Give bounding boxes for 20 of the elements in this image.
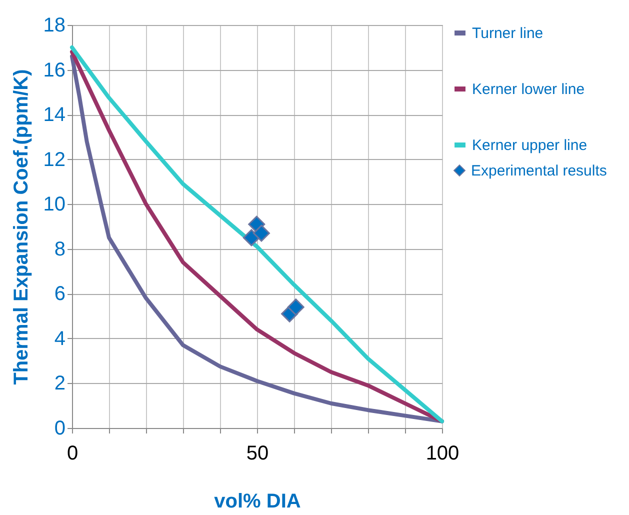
y-tick-label: 6: [54, 283, 66, 306]
legend-label: Kerner lower line: [472, 81, 585, 98]
y-axis-title: Thermal Expansion Coef.(ppm/K): [10, 69, 32, 385]
y-tick-label: 14: [43, 104, 66, 126]
x-tick-label: 100: [426, 442, 460, 464]
y-tick-label: 10: [43, 194, 66, 216]
y-tick-label: 12: [43, 148, 66, 171]
legend-label: Turner line: [472, 25, 544, 42]
point: [287, 298, 304, 316]
y-tick-label: 2: [54, 372, 66, 395]
y-tick-label: 18: [43, 14, 66, 36]
point: [252, 224, 270, 242]
legend-label: Experimental results: [471, 162, 607, 180]
y-tick-label: 0: [54, 418, 66, 440]
y-tick-label: 8: [54, 238, 66, 260]
y-tick-label: 4: [54, 328, 66, 350]
x-tick-label: 50: [246, 442, 269, 464]
y-tick-label: 16: [43, 59, 66, 82]
x-axis-title: vol% DIA: [214, 490, 301, 512]
legend-label: Kerner upper line: [472, 137, 588, 154]
